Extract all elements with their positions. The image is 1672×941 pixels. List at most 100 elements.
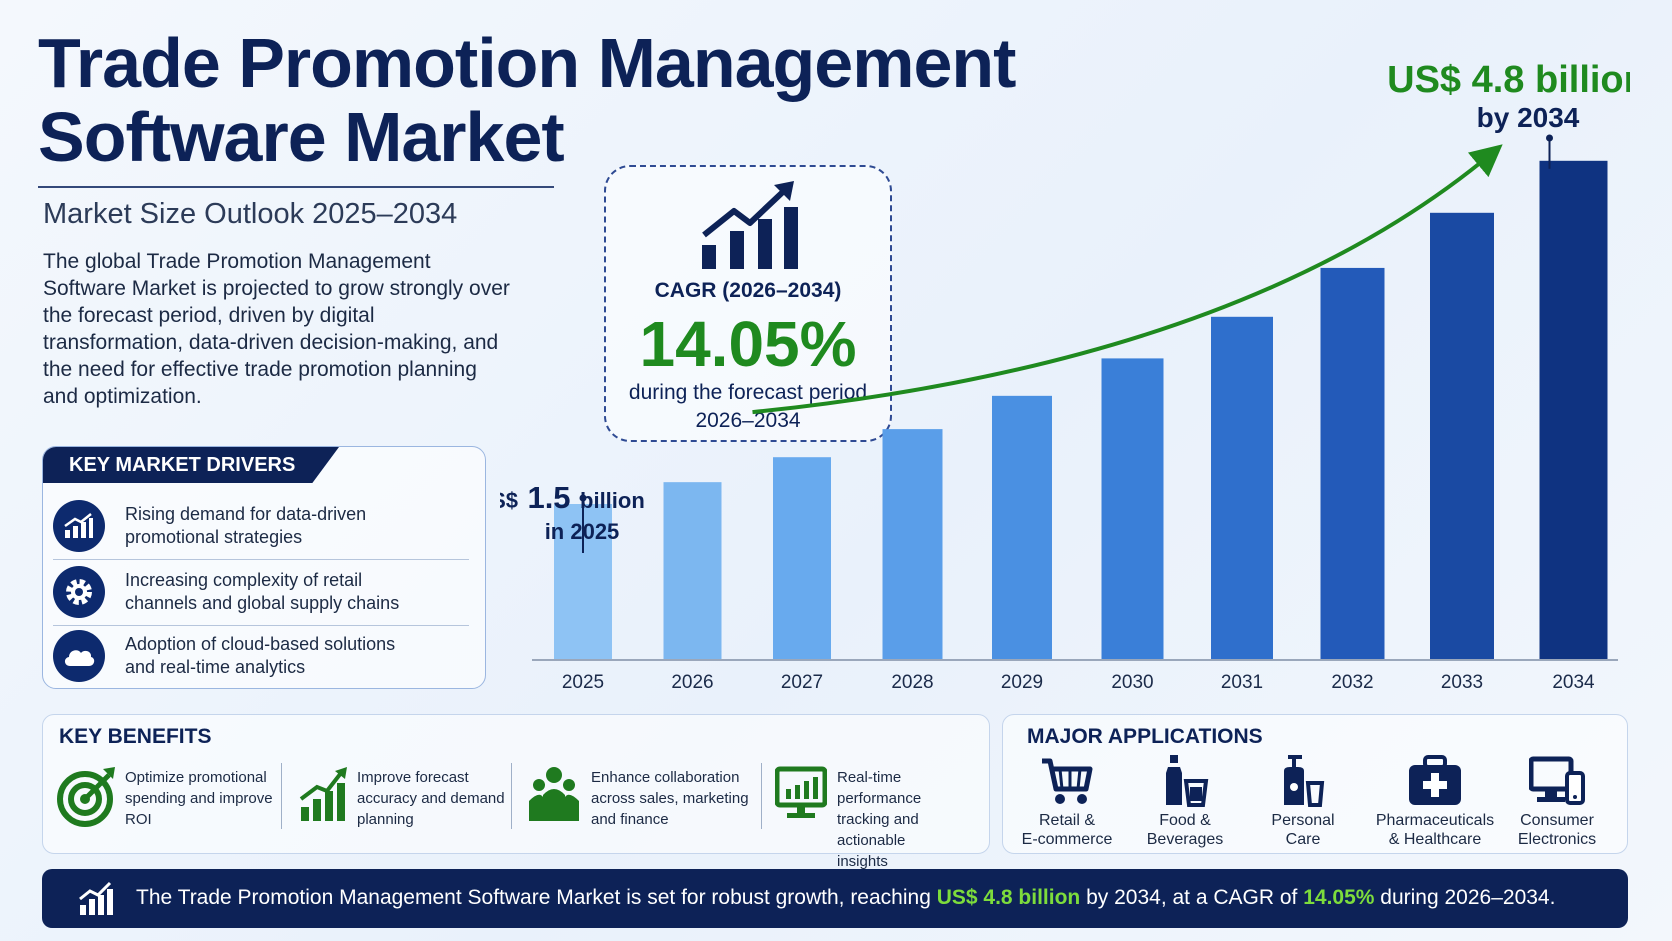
start-suffix: billion — [580, 488, 645, 513]
application-label: & Healthcare — [1388, 831, 1482, 848]
driver-text: Rising demand for data-driven promotiona… — [125, 503, 366, 549]
application-item: Consumer Electronics — [1497, 755, 1617, 849]
growth-chart-icon — [79, 881, 113, 915]
application-label: Electronics — [1517, 831, 1597, 848]
benefit-divider — [761, 763, 762, 829]
summary-part: by 2034, at a CAGR of — [1080, 886, 1304, 909]
key-benefits-panel: KEY BENEFITS Optimize promotional spendi… — [42, 714, 990, 870]
target-icon — [57, 767, 115, 827]
application-item: Personal Care — [1243, 755, 1363, 849]
x-tick-label: 2032 — [1331, 672, 1373, 693]
application-label: Consumer — [1520, 812, 1594, 829]
end-dot — [1546, 134, 1553, 142]
driver-text-line: and real-time analytics — [125, 657, 306, 677]
x-tick-label: 2030 — [1111, 672, 1153, 693]
growth-chart-icon — [53, 500, 105, 552]
summary-part: The Trade Promotion Management Software … — [136, 886, 937, 909]
application-item: Pharmaceuticals & Healthcare — [1365, 755, 1505, 849]
subtitle: Market Size Outlook 2025–2034 — [43, 198, 458, 230]
applications-heading: MAJOR APPLICATIONS — [1027, 725, 1263, 748]
application-label: Pharmaceuticals — [1375, 812, 1495, 829]
pump-bottle-icon — [1284, 755, 1325, 807]
benefit-divider — [511, 763, 512, 829]
x-tick-label: 2025 — [562, 672, 604, 693]
major-applications-panel: MAJOR APPLICATIONS Retail & E-commerce F… — [1002, 714, 1628, 854]
application-item: Food & Beverages — [1125, 755, 1245, 849]
benefit-text-line: Improve forecast — [357, 769, 469, 786]
start-prefix: US$ — [500, 488, 518, 513]
x-tick-label: 2029 — [1001, 672, 1043, 693]
start-dot — [579, 494, 587, 502]
driver-text-line: Rising demand for data-driven — [125, 504, 367, 524]
start-value: 1.5 — [527, 480, 570, 515]
application-label: Beverages — [1146, 831, 1224, 848]
application-label: E-commerce — [1021, 831, 1113, 848]
cloud-icon — [53, 630, 105, 682]
page-title: Trade Promotion Management Software Mark… — [38, 24, 1016, 176]
team-icon — [529, 767, 579, 821]
driver-divider — [53, 559, 469, 560]
bar-2034 — [1539, 160, 1608, 661]
driver-text-line: Increasing complexity of retail — [125, 570, 363, 590]
bar-2030 — [1101, 358, 1164, 660]
end-year-label: by 2034 — [1477, 102, 1580, 133]
application-label: Personal — [1271, 812, 1335, 829]
bar-2026 — [663, 482, 722, 660]
driver-item: Increasing complexity of retail channels… — [49, 561, 469, 625]
summary-part: during 2026–2034. — [1374, 886, 1556, 909]
driver-text-line: channels and global supply chains — [125, 593, 400, 613]
summary-highlight-value: US$ 4.8 billion — [936, 886, 1081, 909]
benefit-text: Improve forecast accuracy and demand pla… — [357, 767, 505, 830]
benefit-text-line: insights — [837, 853, 888, 870]
benefit-text: Optimize promotional spending and improv… — [125, 767, 273, 830]
benefit-text-line: Optimize promotional — [125, 769, 267, 786]
benefit-item: Improve forecast accuracy and demand pla… — [299, 759, 531, 839]
title-line-1: Trade Promotion Management — [38, 24, 1016, 102]
bar-2033 — [1430, 212, 1494, 661]
driver-item: Rising demand for data-driven promotiona… — [49, 495, 469, 559]
benefit-text-line: tracking and actionable — [837, 811, 919, 849]
benefit-item: Real-time performance tracking and actio… — [775, 759, 985, 870]
benefit-text: Real-time performance tracking and actio… — [837, 767, 985, 872]
benefit-text-line: Real-time performance — [837, 769, 922, 807]
cagr-note: during the forecast period 2026–2034 — [606, 379, 890, 435]
benefit-text-line: spending and improve — [125, 790, 273, 807]
x-tick-label: 2033 — [1441, 672, 1483, 693]
gear-icon — [53, 566, 105, 618]
x-tick-label: 2026 — [671, 672, 713, 693]
benefit-text-line: across sales, marketing — [591, 790, 749, 807]
bottle-icon — [1166, 755, 1209, 807]
x-tick-label: 2031 — [1221, 672, 1263, 693]
bar-2028 — [882, 429, 943, 660]
devices-icon — [1529, 756, 1585, 805]
benefit-text-line: ROI — [125, 811, 152, 828]
summary-text: The Trade Promotion Management Software … — [136, 886, 1555, 910]
title-line-2: Software Market — [38, 98, 565, 176]
benefit-item: Enhance collaboration across sales, mark… — [529, 759, 761, 839]
driver-text-line: Adoption of cloud-based solutions — [125, 634, 396, 654]
benefit-text: Enhance collaboration across sales, mark… — [591, 767, 749, 830]
application-label: Care — [1285, 831, 1321, 848]
driver-text: Adoption of cloud-based solutions and re… — [125, 633, 395, 679]
bar-2027 — [773, 457, 831, 660]
x-tick-label: 2034 — [1552, 672, 1595, 693]
application-label: Retail & — [1038, 812, 1096, 829]
cagr-note-line-2: 2026–2034 — [695, 409, 801, 432]
bar-2029 — [992, 395, 1052, 660]
cart-icon — [1042, 758, 1093, 804]
drivers-heading: KEY MARKET DRIVERS — [43, 447, 339, 483]
key-market-drivers-panel: KEY MARKET DRIVERS Rising demand for dat… — [42, 446, 486, 689]
title-divider — [38, 186, 554, 188]
benefit-text-line: and finance — [591, 811, 669, 828]
application-item: Retail & E-commerce — [1007, 755, 1127, 849]
driver-text: Increasing complexity of retail channels… — [125, 569, 399, 615]
growth-chart-icon — [702, 181, 798, 269]
summary-footer: The Trade Promotion Management Software … — [42, 869, 1628, 928]
market-size-bar-chart: 2025 2026 2027 2028 2029 2030 2031 2032 2033 2034… — [500, 60, 1630, 693]
driver-divider — [53, 625, 469, 626]
cagr-value: 14.05% — [639, 308, 857, 380]
bar-2032 — [1320, 267, 1385, 660]
end-value-label: US$ 4.8 billion — [1387, 60, 1630, 101]
bar-2031 — [1211, 316, 1273, 660]
x-tick-label: 2028 — [891, 672, 933, 693]
